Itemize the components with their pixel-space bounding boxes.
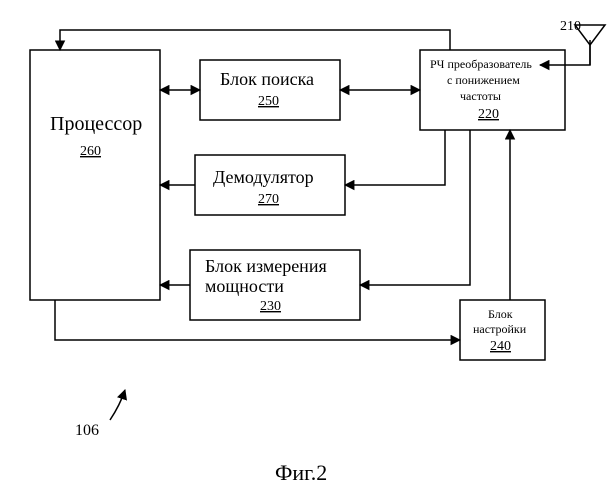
power-label-1: Блок измерения: [205, 256, 327, 276]
rf-line3: частоты: [460, 89, 501, 103]
edge-rf-power: [360, 130, 470, 285]
rf-ref: 220: [478, 107, 499, 122]
processor-box: [30, 50, 160, 300]
power-label-2: мощности: [205, 276, 284, 296]
demod-label: Демодулятор: [213, 167, 314, 187]
search-label: Блок поиска: [220, 69, 314, 89]
figure-ref-arrow: [110, 390, 125, 420]
search-ref: 250: [258, 94, 279, 109]
rf-line2: с понижением: [447, 73, 520, 87]
edge-rf-demod: [345, 130, 445, 185]
processor-label: Процессор: [50, 113, 142, 135]
demod-ref: 270: [258, 192, 279, 207]
tuning-ref: 240: [490, 339, 511, 354]
power-ref: 230: [260, 299, 281, 314]
antenna-label: 210: [560, 19, 581, 34]
tuning-label-1: Блок: [488, 307, 513, 321]
caption: Фиг.2: [275, 460, 327, 485]
rf-line1: РЧ преобразователь: [430, 57, 532, 71]
processor-ref: 260: [80, 144, 101, 159]
edge-rf-processor-top: [60, 30, 450, 50]
figure-ref: 106: [75, 422, 99, 439]
tuning-label-2: настройки: [473, 322, 527, 336]
